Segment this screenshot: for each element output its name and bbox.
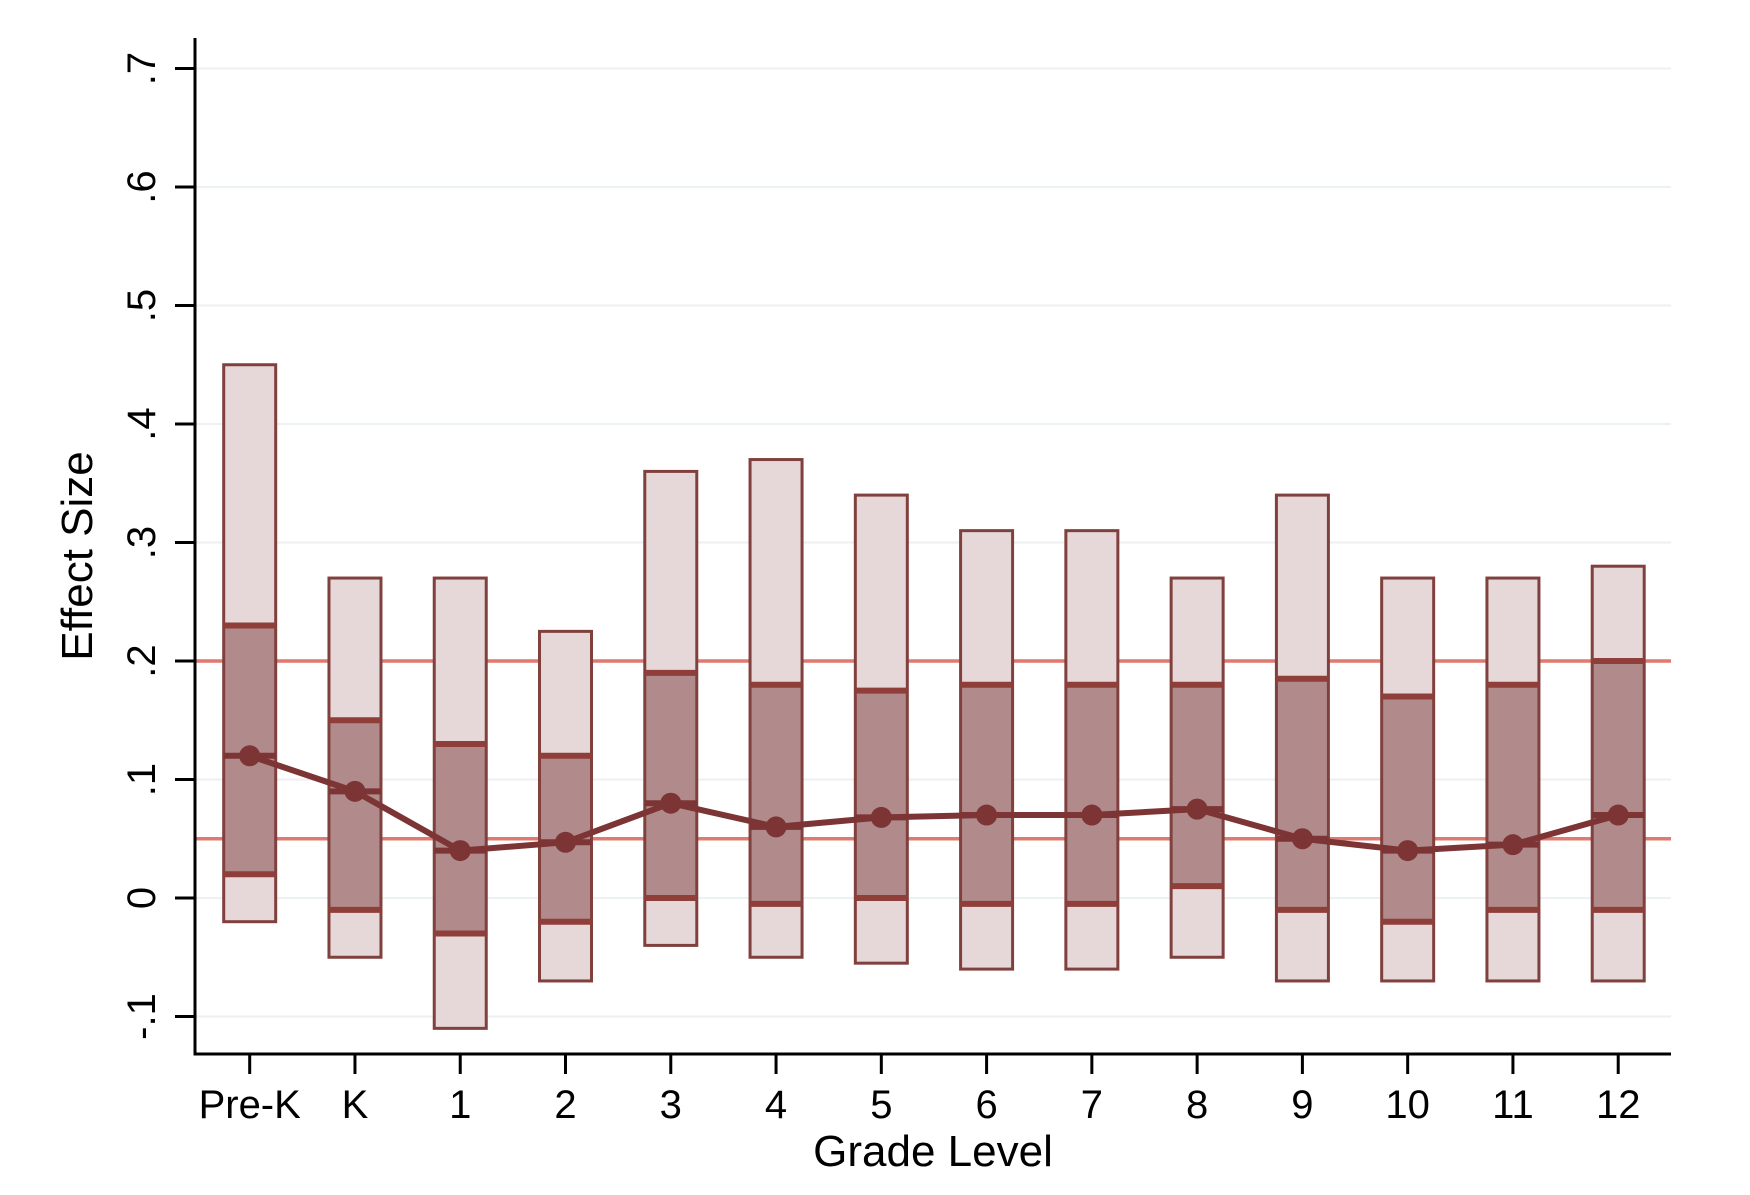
outer-range-border <box>538 629 594 983</box>
outer-range-border <box>853 493 909 965</box>
x-tick-label: 7 <box>1081 1083 1103 1127</box>
trend-point <box>344 780 366 802</box>
outer-range-border <box>1590 564 1646 983</box>
outer-range-border <box>327 576 383 959</box>
outer-range-border <box>748 458 804 959</box>
trend-point <box>1186 798 1208 820</box>
x-tick-label: 9 <box>1291 1083 1313 1127</box>
trend-point <box>1397 840 1419 862</box>
inner-range-bar <box>1276 678 1329 910</box>
trend-point <box>1502 834 1524 856</box>
outer-range-border <box>1169 576 1225 959</box>
y-tick-label: .4 <box>120 407 164 440</box>
y-tick-label: .7 <box>120 52 164 85</box>
trend-point <box>1607 804 1629 826</box>
inner-range-bar <box>1486 684 1539 910</box>
outer-range-border <box>1380 576 1436 983</box>
x-tick-label: 6 <box>975 1083 997 1127</box>
y-tick-label: .3 <box>120 526 164 559</box>
outer-range-border <box>959 529 1015 971</box>
inner-range-bar <box>750 684 803 904</box>
trend-point <box>239 745 261 767</box>
x-tick-label: 1 <box>449 1083 471 1127</box>
x-tick-label: 4 <box>765 1083 787 1127</box>
trend-point <box>555 831 577 853</box>
trend-point <box>976 804 998 826</box>
x-tick-label: 5 <box>870 1083 892 1127</box>
inner-range-bar <box>960 684 1013 904</box>
y-tick-label: 0 <box>120 887 164 909</box>
x-tick-label: 2 <box>554 1083 576 1127</box>
inner-range-bar <box>855 690 908 898</box>
x-tick-label: 11 <box>1492 1083 1534 1127</box>
y-tick-label: .1 <box>120 763 164 796</box>
inner-range-bar <box>1592 661 1645 910</box>
trend-point <box>1291 828 1313 850</box>
y-tick-label: .2 <box>120 644 164 677</box>
trend-point <box>870 806 892 828</box>
y-axis-title: Effect Size <box>53 451 102 661</box>
x-axis-title: Grade Level <box>813 1127 1053 1176</box>
y-tick-label: .6 <box>120 170 164 203</box>
inner-range-bar <box>1381 696 1434 922</box>
x-tick-label: Pre-K <box>199 1083 302 1127</box>
x-tick-label: 10 <box>1385 1083 1430 1127</box>
x-tick-label: K <box>342 1083 369 1127</box>
y-tick-label: .5 <box>120 289 164 322</box>
inner-range-bar <box>1065 684 1118 904</box>
y-tick-label: -.1 <box>120 993 164 1040</box>
outer-range-border <box>1485 576 1541 983</box>
inner-range-bar <box>328 720 381 910</box>
trend-point <box>449 840 471 862</box>
x-tick-label: 12 <box>1596 1083 1641 1127</box>
x-tick-label: 3 <box>660 1083 682 1127</box>
trend-line <box>248 752 1620 854</box>
outer-range-border <box>222 363 278 924</box>
outer-range-border <box>643 469 699 947</box>
outer-range-border <box>432 576 488 1030</box>
outer-range-border <box>1064 529 1120 971</box>
inner-range-bar <box>644 672 697 898</box>
trend-point <box>765 816 787 838</box>
x-tick-label: 8 <box>1186 1083 1208 1127</box>
trend-point <box>660 792 682 814</box>
outer-range-border <box>1274 493 1330 983</box>
trend-point <box>1081 804 1103 826</box>
inner-range-bar <box>1171 684 1224 887</box>
